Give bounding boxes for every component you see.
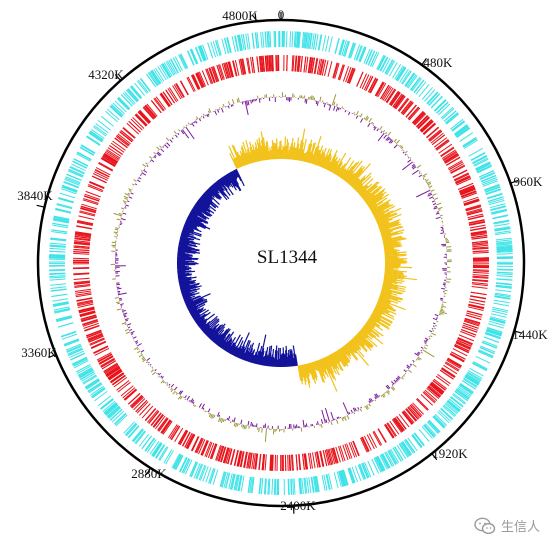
tick-label-960k: 960K xyxy=(514,174,544,189)
tick-label-4320k: 4320K xyxy=(88,67,124,82)
position-ticks xyxy=(36,12,523,514)
tick-label-0: 0 xyxy=(278,7,285,22)
tick-label-4800k: 4800K xyxy=(222,8,258,23)
tick-label-1440k: 1440K xyxy=(512,327,548,342)
watermark-text: 生信人 xyxy=(500,520,540,535)
reverse-cds-ring xyxy=(72,54,490,472)
tick-label-1920k: 1920K xyxy=(432,446,468,461)
forward-cds-ring xyxy=(48,30,514,496)
watermark: 生信人 xyxy=(474,516,540,535)
tick-label-3360k: 3360K xyxy=(21,345,57,360)
tick-label-480k: 480K xyxy=(424,55,454,70)
gc-content-ring xyxy=(110,92,452,442)
wechat-icon xyxy=(474,517,496,534)
tick-label-2880k: 2880K xyxy=(131,466,167,481)
tick-label-2400k: 2400K xyxy=(280,498,316,513)
gc-skew-ring xyxy=(176,128,418,392)
genome-name-label: SL1344 xyxy=(257,247,318,268)
tick-label-3840k: 3840K xyxy=(17,188,53,203)
